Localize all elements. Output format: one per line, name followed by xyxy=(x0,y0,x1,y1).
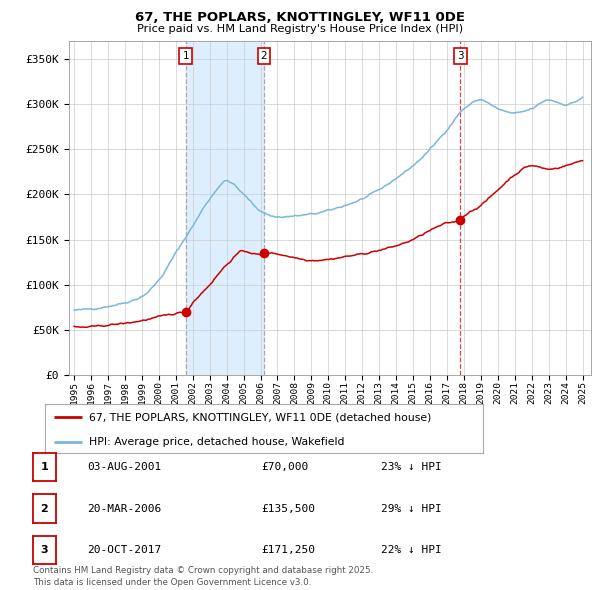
Text: 1: 1 xyxy=(182,51,189,61)
Text: 67, THE POPLARS, KNOTTINGLEY, WF11 0DE (detached house): 67, THE POPLARS, KNOTTINGLEY, WF11 0DE (… xyxy=(89,412,431,422)
Text: £70,000: £70,000 xyxy=(261,463,308,472)
Bar xyxy=(185,41,264,375)
Text: Contains HM Land Registry data © Crown copyright and database right 2025.
This d: Contains HM Land Registry data © Crown c… xyxy=(33,566,373,587)
Text: 1: 1 xyxy=(41,463,48,472)
Text: £171,250: £171,250 xyxy=(261,545,315,555)
Text: 20-OCT-2017: 20-OCT-2017 xyxy=(87,545,161,555)
Text: £135,500: £135,500 xyxy=(261,504,315,513)
Text: 23% ↓ HPI: 23% ↓ HPI xyxy=(381,463,442,472)
Text: 3: 3 xyxy=(457,51,464,61)
Text: 2: 2 xyxy=(261,51,268,61)
Text: 22% ↓ HPI: 22% ↓ HPI xyxy=(381,545,442,555)
Text: 2: 2 xyxy=(41,504,48,513)
Text: 3: 3 xyxy=(41,545,48,555)
Text: 29% ↓ HPI: 29% ↓ HPI xyxy=(381,504,442,513)
Text: HPI: Average price, detached house, Wakefield: HPI: Average price, detached house, Wake… xyxy=(89,437,344,447)
Text: 03-AUG-2001: 03-AUG-2001 xyxy=(87,463,161,472)
Text: Price paid vs. HM Land Registry's House Price Index (HPI): Price paid vs. HM Land Registry's House … xyxy=(137,25,463,34)
Text: 67, THE POPLARS, KNOTTINGLEY, WF11 0DE: 67, THE POPLARS, KNOTTINGLEY, WF11 0DE xyxy=(135,11,465,24)
Text: 20-MAR-2006: 20-MAR-2006 xyxy=(87,504,161,513)
